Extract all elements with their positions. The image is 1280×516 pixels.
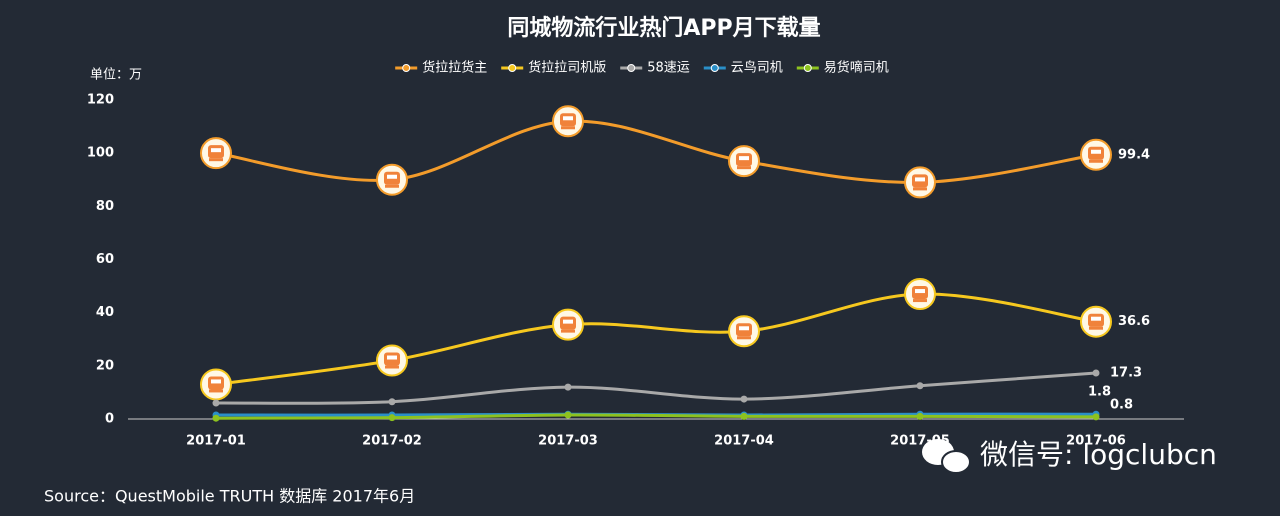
legend-dot — [508, 64, 517, 72]
truck-window — [387, 174, 397, 179]
truck-wheels — [561, 126, 575, 130]
series-line — [215, 119, 1097, 184]
legend: 货拉拉货主 货拉拉司机版 58速运 云鸟司机 易货嘀司机 — [395, 60, 889, 76]
truck-marker — [552, 105, 584, 138]
point — [916, 412, 924, 420]
legend-item: 云鸟司机 — [703, 60, 783, 76]
x-tick-label: 2017-03 — [538, 434, 598, 449]
truck-window — [739, 156, 749, 161]
value-label: 17.3 — [1110, 366, 1142, 381]
truck-wheels — [561, 329, 575, 333]
point — [564, 411, 572, 419]
x-tick-label: 2017-04 — [714, 434, 774, 449]
legend-label: 货拉拉货主 — [422, 60, 487, 76]
y-tick-label: 20 — [96, 358, 114, 373]
truck-marker — [1080, 138, 1112, 171]
truck-marker — [728, 145, 760, 178]
point — [740, 412, 748, 420]
truck-marker — [376, 344, 408, 377]
legend-label: 易货嘀司机 — [824, 60, 889, 76]
point — [916, 382, 924, 390]
truck-wheels — [385, 365, 399, 369]
truck-window — [915, 177, 925, 182]
point — [212, 414, 220, 422]
point — [388, 398, 396, 406]
x-tick-label: 2017-06 — [1066, 434, 1126, 449]
series-line — [215, 292, 1097, 386]
point — [740, 395, 748, 403]
value-label: 1.8 — [1088, 385, 1111, 400]
truck-wheels — [1089, 159, 1103, 163]
legend-label: 58速运 — [647, 61, 690, 76]
legend-item: 货拉拉司机版 — [501, 60, 606, 76]
point — [1092, 369, 1100, 377]
legend-item: 易货嘀司机 — [796, 60, 889, 76]
truck-marker — [728, 315, 760, 348]
truck-window — [1091, 316, 1101, 321]
truck-window — [211, 379, 221, 384]
legend-dot — [402, 64, 411, 72]
truck-wheels — [1089, 326, 1103, 330]
truck-marker — [552, 308, 584, 341]
truck-wheels — [913, 187, 927, 191]
point — [388, 414, 396, 422]
y-tick-label: 40 — [96, 305, 114, 320]
legend-dot — [627, 64, 636, 72]
chart-title: 同城物流行业热门APP月下载量 — [507, 15, 820, 41]
series-line — [215, 371, 1097, 405]
truck-wheels — [385, 184, 399, 188]
truck-window — [387, 355, 397, 360]
watermark-icon — [922, 439, 971, 474]
truck-window — [739, 326, 749, 331]
legend-item: 58速运 — [620, 61, 690, 76]
y-tick-label: 100 — [87, 146, 114, 161]
source: Source：QuestMobile TRUTH 数据库 2017年6月 — [44, 487, 415, 506]
point — [564, 383, 572, 391]
truck-wheels — [913, 299, 927, 303]
legend-label: 云鸟司机 — [731, 60, 783, 76]
x-tick-label: 2017-02 — [362, 434, 422, 449]
value-label: 36.6 — [1118, 314, 1150, 329]
truck-wheels — [209, 158, 223, 162]
y-tick-label: 0 — [105, 412, 114, 427]
y-tick-label: 60 — [96, 252, 114, 267]
legend-label: 货拉拉司机版 — [528, 60, 606, 76]
x-tick-label: 2017-01 — [186, 434, 246, 449]
truck-marker — [1080, 305, 1112, 338]
truck-wheels — [209, 389, 223, 393]
truck-marker — [200, 137, 232, 170]
legend-dot — [803, 64, 812, 72]
truck-marker — [376, 163, 408, 196]
point — [1092, 413, 1100, 421]
truck-wheels — [737, 336, 751, 340]
truck-window — [211, 148, 221, 153]
truck-window — [1091, 149, 1101, 154]
truck-window — [563, 116, 573, 121]
truck-marker — [904, 278, 936, 311]
legend-item: 货拉拉货主 — [395, 60, 487, 76]
watermark: 微信号: logclubcn — [980, 438, 1217, 471]
y-tick-label: 120 — [87, 93, 114, 108]
truck-marker — [904, 166, 936, 199]
x-tick-label: 2017-05 — [890, 434, 950, 449]
value-label: 0.8 — [1110, 397, 1133, 412]
truck-window — [563, 319, 573, 324]
value-label: 99.4 — [1118, 147, 1150, 162]
point — [212, 399, 220, 407]
truck-marker — [200, 368, 232, 401]
y-axis-unit: 单位：万 — [90, 68, 142, 83]
truck-wheels — [737, 166, 751, 170]
series-line — [215, 413, 1097, 420]
truck-window — [915, 289, 925, 294]
legend-dot — [710, 64, 719, 72]
y-tick-label: 80 — [96, 199, 114, 214]
